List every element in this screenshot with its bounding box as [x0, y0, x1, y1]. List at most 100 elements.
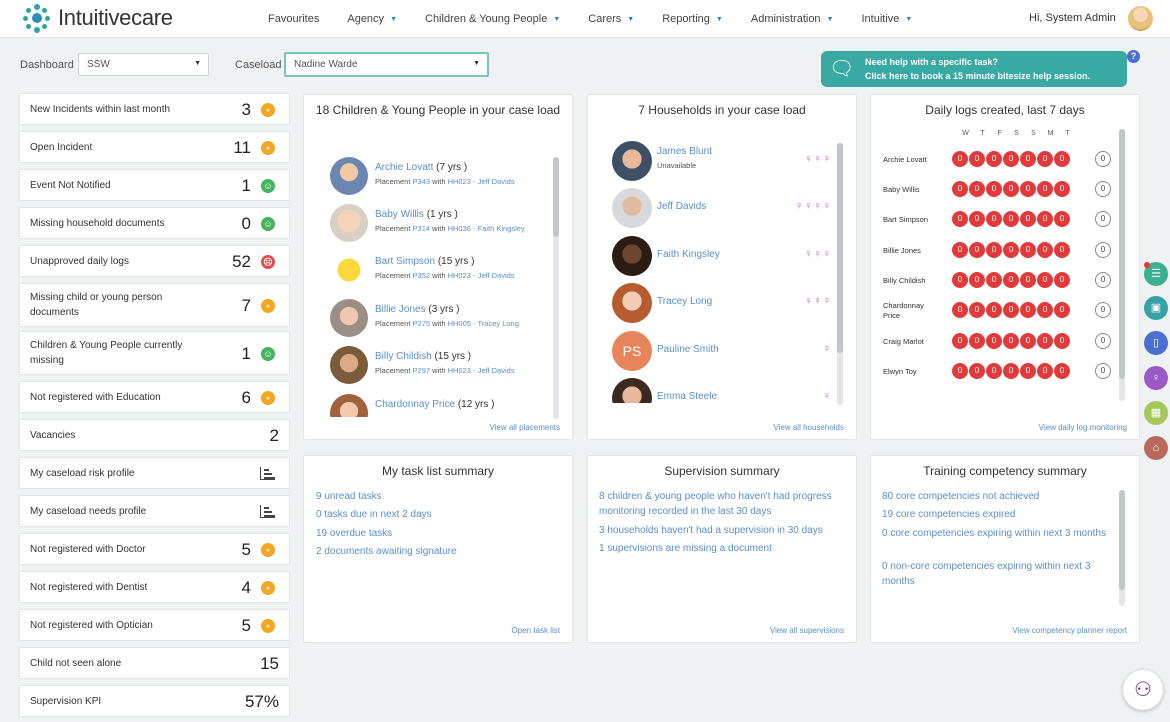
- stamp-icon[interactable]: ⌂: [1144, 436, 1168, 460]
- view-all-placements-link[interactable]: View all placements: [489, 423, 560, 432]
- kpi-tile[interactable]: Not registered with Education 6 •: [19, 381, 290, 413]
- daily-log-count[interactable]: 0: [1054, 181, 1070, 197]
- daily-log-count[interactable]: 0: [1003, 151, 1019, 167]
- child-item[interactable]: Billie Jones (3 yrs ) Placement P275 with…: [330, 299, 560, 341]
- daily-log-total[interactable]: 0: [1095, 181, 1111, 197]
- supervision-summary-line[interactable]: 3 households haven't had a supervision i…: [599, 523, 844, 538]
- nav-item-administration[interactable]: Administration ▼: [751, 13, 834, 25]
- daily-log-count[interactable]: 0: [969, 151, 985, 167]
- daily-log-child-name[interactable]: Billie Jones: [883, 246, 921, 255]
- daily-log-count[interactable]: 0: [1054, 211, 1070, 227]
- kpi-tile[interactable]: Supervision KPI 57%: [19, 685, 290, 717]
- daily-log-count[interactable]: 0: [1054, 272, 1070, 288]
- kpi-tile[interactable]: Missing child or young person documents 7…: [19, 283, 290, 327]
- daily-log-count[interactable]: 0: [952, 302, 968, 318]
- daily-log-count[interactable]: 0: [952, 363, 968, 379]
- kpi-tile[interactable]: Unapproved daily logs 52 ☹: [19, 245, 290, 277]
- nav-item-agency[interactable]: Agency ▼: [347, 13, 397, 25]
- daily-log-count[interactable]: 0: [969, 211, 985, 227]
- household-item[interactable]: Tracey Long ♀♀♀: [612, 283, 832, 323]
- daily-log-count[interactable]: 0: [969, 181, 985, 197]
- kpi-tile[interactable]: Children & Young People currently missin…: [19, 331, 290, 375]
- daily-log-child-name[interactable]: Elwyn Toy: [883, 367, 917, 376]
- caseload-select[interactable]: Nadine Warde ▼: [284, 52, 489, 77]
- nav-item-children-young-people[interactable]: Children & Young People ▼: [425, 13, 560, 25]
- calendar-icon[interactable]: ▦: [1144, 401, 1168, 425]
- training-summary-line[interactable]: 0 non-core competencies expiring within …: [882, 559, 1107, 589]
- household-link[interactable]: HH023 - Jeff Davids: [447, 271, 515, 280]
- child-avatar[interactable]: [330, 204, 368, 242]
- daily-log-count[interactable]: 0: [1054, 333, 1070, 349]
- household-item[interactable]: Jeff Davids ♀♀♀♀: [612, 188, 832, 228]
- daily-log-count[interactable]: 0: [969, 272, 985, 288]
- child-item[interactable]: Bart Simpson (15 yrs ) Placement P352 wit…: [330, 251, 560, 293]
- help-banner[interactable]: 🗨 Need help with a specific task? Click …: [821, 51, 1127, 87]
- daily-log-count[interactable]: 0: [1020, 333, 1036, 349]
- daily-log-count[interactable]: 0: [1020, 363, 1036, 379]
- daily-log-count[interactable]: 0: [952, 151, 968, 167]
- household-avatar[interactable]: [612, 283, 652, 323]
- daily-log-count[interactable]: 0: [1003, 242, 1019, 258]
- daily-log-count[interactable]: 0: [1003, 302, 1019, 318]
- daily-log-count[interactable]: 0: [952, 333, 968, 349]
- daily-logs-scrollbar[interactable]: [1119, 129, 1125, 401]
- child-item[interactable]: Archie Lovatt (7 yrs ) Placement P343 wit…: [330, 157, 560, 199]
- training-summary-line[interactable]: 80 core competencies not achieved: [882, 489, 1107, 504]
- daily-log-count[interactable]: 0: [1003, 181, 1019, 197]
- daily-log-count[interactable]: 0: [986, 211, 1002, 227]
- daily-log-count[interactable]: 0: [1020, 211, 1036, 227]
- daily-log-total[interactable]: 0: [1095, 363, 1111, 379]
- household-item[interactable]: PS Pauline Smith ♀: [612, 331, 832, 371]
- dashboard-select[interactable]: SSW ▼: [78, 53, 209, 76]
- daily-log-count[interactable]: 0: [969, 333, 985, 349]
- household-item[interactable]: Faith Kingsley ♀♀♀: [612, 236, 832, 276]
- child-avatar[interactable]: [330, 157, 368, 195]
- open-task-list-link[interactable]: Open task list: [511, 626, 560, 635]
- daily-log-count[interactable]: 0: [986, 242, 1002, 258]
- daily-log-count[interactable]: 0: [969, 242, 985, 258]
- supervision-summary-line[interactable]: 1 supervisions are missing a document: [599, 541, 844, 556]
- daily-log-count[interactable]: 0: [986, 181, 1002, 197]
- task-summary-line[interactable]: 0 tasks due in next 2 days: [316, 507, 556, 522]
- nav-item-carers[interactable]: Carers ▼: [588, 13, 634, 25]
- daily-log-count[interactable]: 0: [952, 181, 968, 197]
- household-link[interactable]: HH005 - Tracey Long: [447, 319, 519, 328]
- child-name-link[interactable]: Chardonnay Price: [375, 399, 456, 410]
- placement-link[interactable]: P297: [412, 366, 431, 375]
- training-scrollbar-thumb[interactable]: [1119, 490, 1125, 590]
- daily-log-count[interactable]: 0: [1037, 363, 1053, 379]
- bar-chart-icon[interactable]: [260, 505, 275, 518]
- kpi-tile[interactable]: New Incidents within last month 3 •: [19, 93, 290, 125]
- household-link[interactable]: HH023 - Jeff Davids: [447, 366, 515, 375]
- daily-log-count[interactable]: 0: [969, 302, 985, 318]
- task-summary-line[interactable]: 9 unread tasks: [316, 489, 556, 504]
- household-name-link[interactable]: Faith Kingsley: [657, 249, 720, 260]
- household-item[interactable]: Emma Steele ♀: [612, 378, 832, 403]
- view-all-households-link[interactable]: View all households: [773, 423, 844, 432]
- daily-log-total[interactable]: 0: [1095, 302, 1111, 318]
- daily-logs-scrollbar-thumb[interactable]: [1119, 129, 1125, 379]
- supervision-summary-line[interactable]: 8 children & young people who haven't ha…: [599, 489, 844, 519]
- household-name-link[interactable]: Jeff Davids: [657, 201, 707, 212]
- daily-log-total[interactable]: 0: [1095, 242, 1111, 258]
- household-avatar[interactable]: [612, 188, 652, 228]
- daily-log-count[interactable]: 0: [1054, 242, 1070, 258]
- training-summary-line[interactable]: 19 core competencies expired: [882, 507, 1107, 522]
- bar-chart-icon[interactable]: [260, 467, 275, 480]
- household-link[interactable]: HH036 - Faith Kingsley: [447, 224, 525, 233]
- training-summary-line[interactable]: 0 core competencies expiring within next…: [882, 526, 1107, 541]
- child-item[interactable]: Baby Willis (1 yrs ) Placement P314 with …: [330, 204, 560, 246]
- daily-log-count[interactable]: 0: [952, 211, 968, 227]
- daily-log-count[interactable]: 0: [1037, 272, 1053, 288]
- daily-log-count[interactable]: 0: [986, 151, 1002, 167]
- daily-log-child-name[interactable]: Archie Lovatt: [883, 155, 927, 164]
- daily-log-child-name[interactable]: Baby Willis: [883, 185, 920, 194]
- daily-log-count[interactable]: 0: [986, 363, 1002, 379]
- document-icon[interactable]: ▯: [1144, 331, 1168, 355]
- kpi-tile[interactable]: Not registered with Dentist 4 •: [19, 571, 290, 603]
- child-avatar[interactable]: [330, 346, 368, 384]
- household-name-link[interactable]: Emma Steele: [657, 391, 718, 402]
- nav-item-intuitive[interactable]: Intuitive ▼: [862, 13, 913, 25]
- task-summary-line[interactable]: 19 overdue tasks: [316, 526, 556, 541]
- daily-log-count[interactable]: 0: [1037, 333, 1053, 349]
